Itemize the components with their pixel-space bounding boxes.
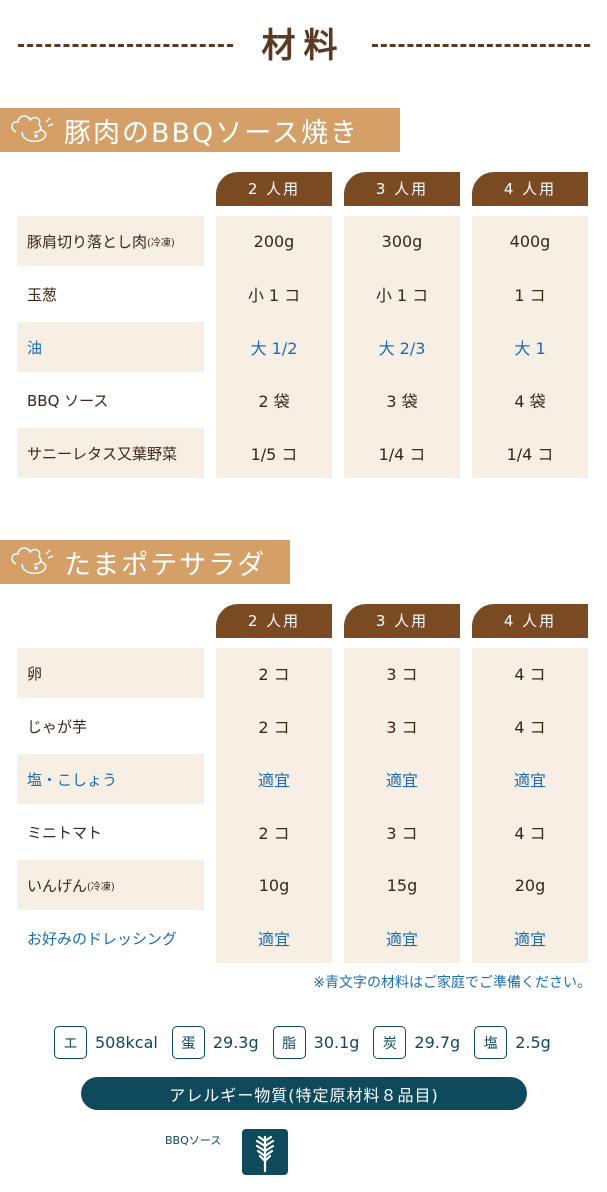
value-column-bg — [216, 216, 332, 478]
section-title-bar: たまポテサラダ — [0, 540, 290, 584]
ingredient-amount: 4 コ — [514, 718, 546, 737]
section-title-bar: 豚肉のBBQソース焼き — [0, 108, 400, 152]
section-title: 豚肉のBBQソース焼き — [64, 117, 359, 149]
salt-value: 2.5g — [515, 1033, 551, 1052]
chef-icon — [11, 115, 54, 143]
title-dash-right — [372, 44, 590, 47]
ingredient-amount: 小 1 コ — [247, 286, 301, 305]
ingredient-amount: 3 コ — [386, 824, 418, 843]
ingredient-amount: 1/4 コ — [378, 445, 426, 464]
ingredient-name: 卵 — [27, 664, 43, 683]
fat-value: 30.1g — [313, 1033, 360, 1052]
value-column-bg — [472, 648, 588, 963]
ingredient-label: 卵 — [17, 648, 204, 698]
ingredient-amount: 適宜 — [513, 771, 546, 790]
ingredient-amount: 200g — [253, 231, 295, 251]
ingredient-amount: 4 袋 — [514, 392, 546, 411]
wheat-icon — [242, 1129, 288, 1175]
ingredient-name: いんげん — [27, 876, 88, 895]
ingredient-amount: 1/5 コ — [250, 445, 298, 464]
protein-value: 29.3g — [212, 1033, 259, 1052]
ingredient-label: 豚肩切り落とし肉 (冷凍) — [17, 216, 204, 266]
nutrition-row: エ 508kcal 蛋 29.3g 脂 30.1g 炭 29.7g 塩 2.5g — [54, 1026, 557, 1059]
ingredient-amount: 大 1/2 — [250, 339, 298, 358]
fat-badge: 脂 — [272, 1026, 306, 1059]
header-serving-4: 4 人用 — [472, 172, 588, 206]
ingredient-label: お好みのドレッシング — [17, 913, 204, 963]
ingredient-label: BBQ ソース — [17, 375, 204, 425]
ingredient-amount: 適宜 — [257, 930, 290, 949]
ingredient-amount: 300g — [381, 231, 423, 251]
ingredient-amount: 400g — [509, 231, 551, 251]
header-serving-2: 2 人用 — [216, 172, 332, 206]
ingredient-amount: 1/4 コ — [506, 445, 554, 464]
allergy-banner: アレルギー物質(特定原材料８品目) — [81, 1077, 527, 1110]
ingredient-label: じゃが芋 — [17, 701, 204, 751]
ingredient-label: いんげん (冷凍) — [17, 860, 204, 910]
ingredient-name: じゃが芋 — [27, 717, 88, 736]
ingredient-amount: 適宜 — [385, 771, 418, 790]
note-text: ※青文字の材料はご家庭でご準備ください。 — [313, 975, 591, 991]
ingredient-amount: 小 1 コ — [375, 286, 429, 305]
ingredient-amount: 大 2/3 — [378, 339, 426, 358]
value-column-bg — [344, 648, 460, 963]
ingredient-amount: 3 袋 — [386, 392, 418, 411]
ingredient-amount: 1 コ — [514, 286, 546, 305]
ingredient-name: ミニトマト — [27, 823, 103, 842]
ingredient-amount: 20g — [514, 875, 546, 895]
title-dash-left — [18, 44, 233, 47]
carb-value: 29.7g — [414, 1033, 461, 1052]
header-serving-3: 3 人用 — [344, 604, 460, 638]
ingredient-note: (冷凍) — [147, 237, 175, 249]
energy-value: 508kcal — [95, 1033, 158, 1052]
ingredient-amount: 2 コ — [258, 824, 290, 843]
ingredient-label: サニーレタス又葉野菜 — [17, 428, 204, 478]
ingredient-amount: 適宜 — [385, 930, 418, 949]
ingredient-amount: 2 コ — [258, 665, 290, 684]
ingredient-amount: 大 1 — [514, 339, 546, 358]
ingredient-name: 豚肩切り落とし肉 — [27, 232, 148, 251]
ingredient-amount: 4 コ — [514, 824, 546, 843]
protein-badge: 蛋 — [171, 1026, 205, 1059]
salt-badge: 塩 — [474, 1026, 508, 1059]
header-serving-4: 4 人用 — [472, 604, 588, 638]
ingredient-note: (冷凍) — [87, 881, 115, 893]
header-serving-2: 2 人用 — [216, 604, 332, 638]
ingredient-name: 油 — [27, 338, 43, 357]
value-column-bg — [216, 648, 332, 963]
ingredient-amount: 2 コ — [258, 718, 290, 737]
ingredient-amount: 適宜 — [257, 771, 290, 790]
chef-icon — [11, 547, 54, 575]
ingredient-label: 玉葱 — [17, 269, 204, 319]
page-title: 材料 — [261, 26, 346, 66]
section-title: たまポテサラダ — [64, 549, 267, 581]
ingredient-label: 油 — [17, 322, 204, 372]
ingredient-amount: 2 袋 — [258, 392, 290, 411]
ingredient-name: サニーレタス又葉野菜 — [27, 444, 178, 463]
ingredient-amount: 15g — [386, 875, 418, 895]
ingredient-amount: 4 コ — [514, 665, 546, 684]
ingredient-amount: 10g — [258, 875, 290, 895]
value-column-bg — [344, 216, 460, 478]
allergy-item-label: BBQソース — [165, 1134, 222, 1147]
ingredient-name: BBQ ソース — [27, 391, 109, 410]
ingredient-label: ミニトマト — [17, 807, 204, 857]
ingredient-name: 玉葱 — [27, 285, 58, 304]
ingredient-amount: 3 コ — [386, 718, 418, 737]
ingredient-name: お好みのドレッシング — [27, 929, 178, 948]
ingredient-amount: 3 コ — [386, 665, 418, 684]
ingredient-amount: 適宜 — [513, 930, 546, 949]
ingredient-label: 塩・こしょう — [17, 754, 204, 804]
carb-badge: 炭 — [373, 1026, 407, 1059]
value-column-bg — [472, 216, 588, 478]
energy-badge: エ — [54, 1026, 87, 1059]
header-serving-3: 3 人用 — [344, 172, 460, 206]
ingredient-name: 塩・こしょう — [27, 770, 118, 789]
